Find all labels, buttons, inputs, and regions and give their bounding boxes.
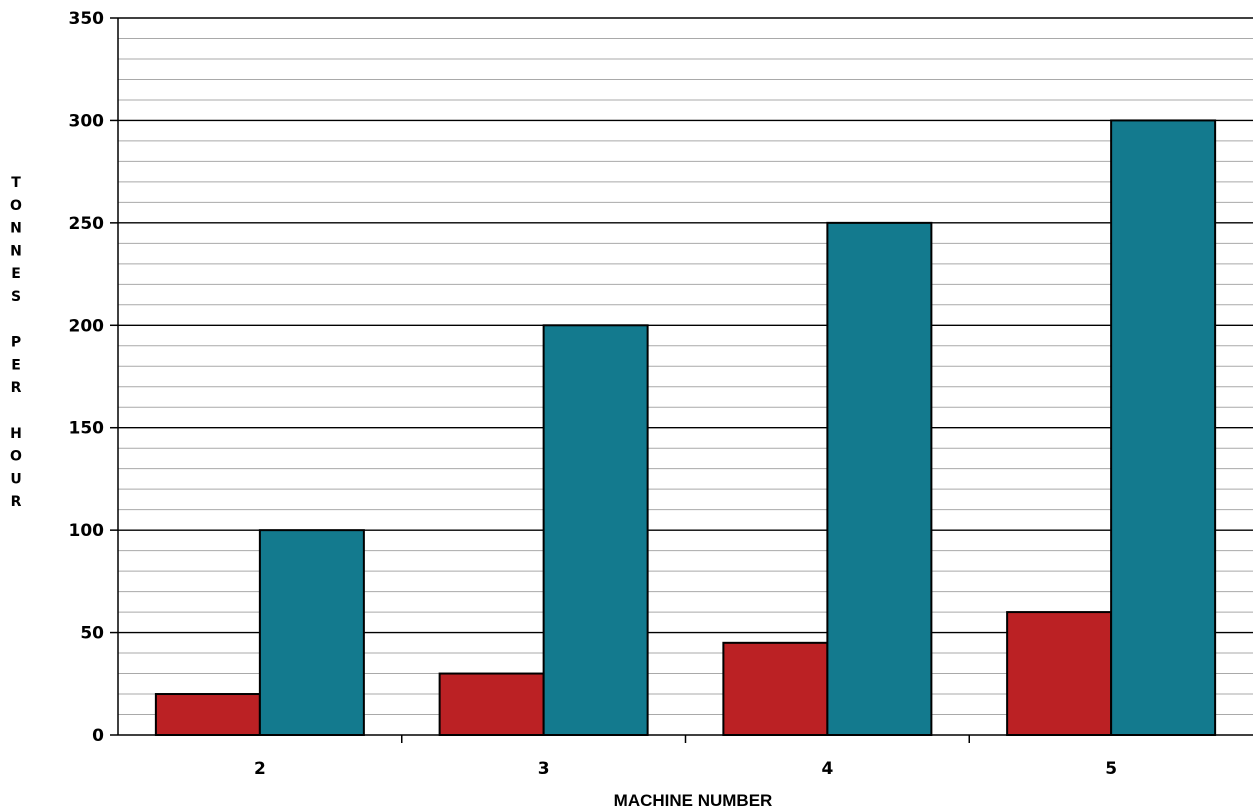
y-axis-title-letter: E	[11, 357, 21, 373]
y-axis-title-letter: S	[11, 289, 21, 305]
x-axis-ticks: 2 3 4 5	[254, 735, 1117, 779]
x-tick-label: 3	[538, 759, 550, 779]
y-axis-title-letter: O	[10, 198, 22, 214]
bar-4-series-2	[826, 221, 933, 737]
y-axis-title-letter: U	[10, 471, 21, 487]
x-tick-label: 2	[254, 759, 266, 779]
bar-3-series-1	[438, 672, 545, 736]
y-tick-label: 300	[69, 111, 105, 131]
y-tick-label: 350	[69, 9, 105, 29]
y-axis-title-letter: R	[11, 380, 22, 396]
y-axis-title-letter: N	[10, 243, 22, 259]
y-tick-label: 200	[69, 316, 105, 336]
y-tick-label: 250	[69, 214, 105, 234]
x-tick-label: 5	[1105, 759, 1117, 779]
y-axis-title-letter: R	[11, 494, 22, 510]
y-axis-title-letter: E	[11, 266, 21, 282]
bar-5-series-1	[1006, 611, 1113, 736]
y-axis-ticks: 0 50 100 150 200 250 300 350	[69, 9, 118, 746]
y-axis-title-letter: N	[10, 221, 22, 237]
x-axis-title: MACHINE NUMBER	[614, 791, 773, 810]
y-axis-title-letter: H	[10, 426, 22, 442]
y-tick-label: 100	[69, 521, 105, 541]
x-tick-label: 4	[821, 759, 833, 779]
bar-2-series-2	[258, 529, 365, 737]
y-tick-label: 0	[92, 726, 104, 746]
bar-3-series-2	[542, 324, 649, 736]
y-tick-label: 150	[69, 419, 105, 439]
y-tick-label: 50	[80, 624, 104, 644]
bars	[154, 119, 1217, 737]
y-axis-title-letter: O	[10, 449, 22, 465]
y-axis-title-letter: T	[11, 175, 21, 191]
y-axis-title-letter: P	[11, 335, 21, 351]
bar-5-series-2	[1110, 119, 1217, 736]
bar-2-series-1	[154, 693, 261, 736]
bar-4-series-1	[722, 641, 829, 736]
